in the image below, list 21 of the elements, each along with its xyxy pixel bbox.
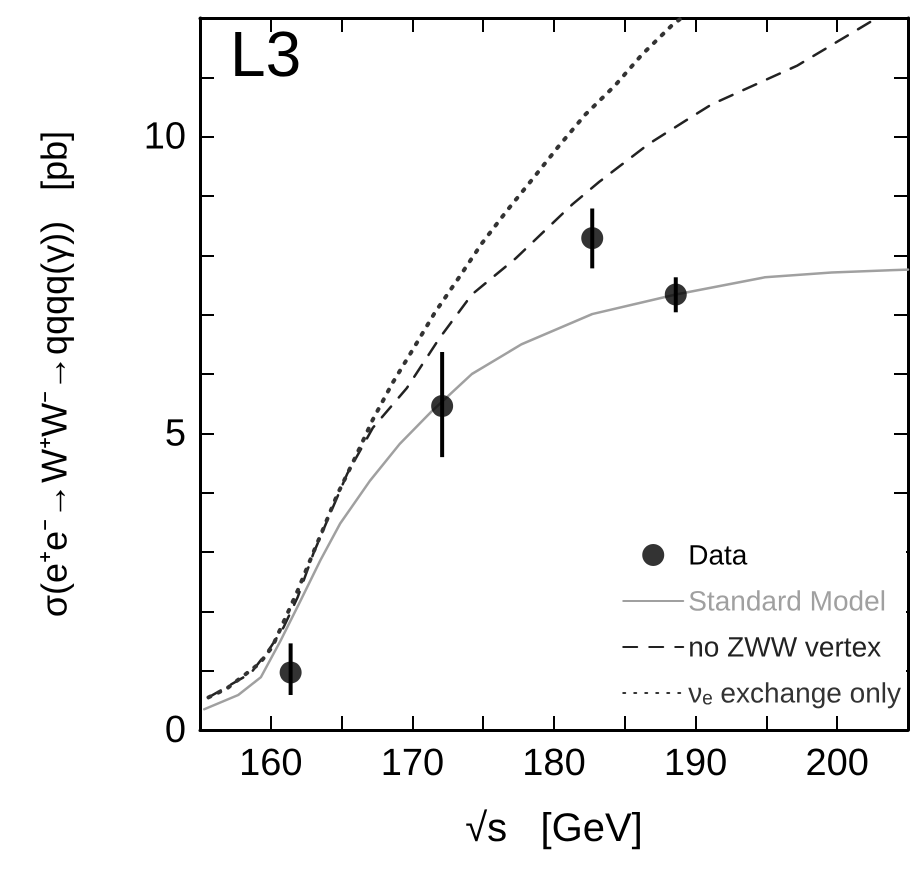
legend-label: Standard Model	[688, 586, 886, 616]
point	[581, 227, 604, 250]
y-axis-title: σ(e⁺e⁻→W⁺W⁻→qqqq(γ)) [pb]	[34, 130, 74, 618]
y-tick-label: 0	[164, 709, 186, 751]
legend-label: νₑ exchange only	[688, 678, 902, 708]
y-tick-label: 5	[164, 412, 186, 454]
line-series	[206, 16, 684, 700]
annotation: L3	[230, 18, 302, 90]
x-tick-label: 190	[664, 742, 728, 784]
legend-label: Data	[688, 540, 748, 570]
x-tick-label: 200	[805, 742, 869, 784]
legend-label: no ZWW vertex	[688, 632, 882, 662]
point	[431, 395, 454, 418]
line-series	[203, 268, 910, 710]
x-tick-label: 180	[522, 742, 586, 784]
point	[664, 284, 687, 306]
point	[280, 661, 302, 684]
x-tick-label: 170	[380, 742, 444, 784]
x-axis-title: √s [GeV]	[465, 806, 643, 850]
x-tick-label: 160	[239, 742, 303, 784]
y-tick-label: 10	[144, 116, 186, 158]
